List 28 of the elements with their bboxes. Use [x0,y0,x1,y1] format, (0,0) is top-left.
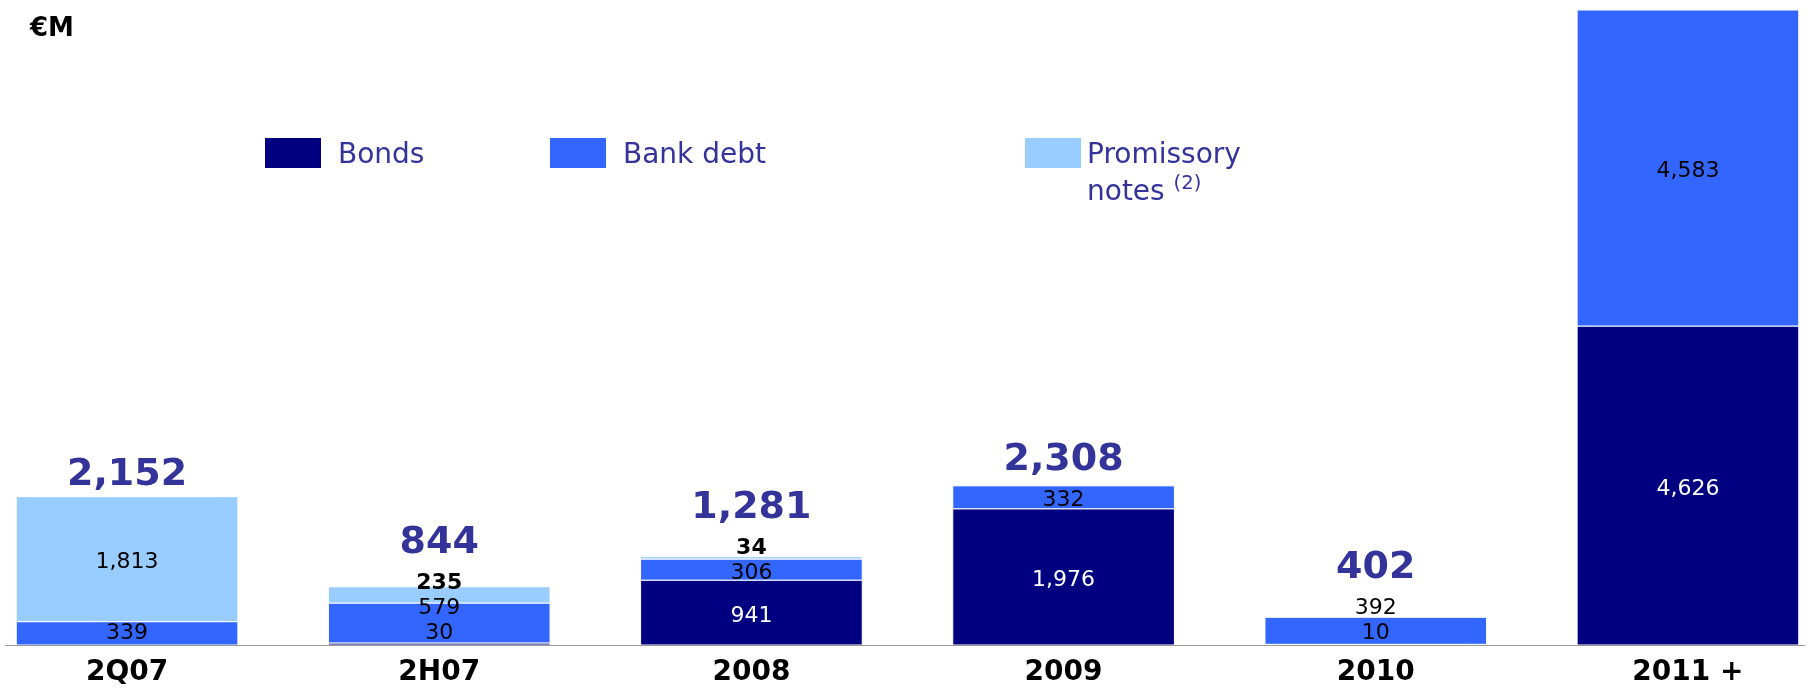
total-label: 1,281 [691,482,812,527]
data-label: 4,583 [1656,157,1720,183]
data-label: 306 [730,558,773,584]
data-label: 10 [1361,619,1390,644]
data-label: 339 [106,619,149,644]
total-label: 2,308 [1003,435,1124,480]
total-label: 2,152 [66,449,188,494]
total-label: 402 [1336,543,1416,587]
data-label: 30 [425,619,454,644]
x-tick-label: 2010 [1336,654,1415,687]
data-label: 1,813 [95,548,159,574]
x-tick-label: 2009 [1024,654,1103,687]
data-label: 392 [1354,594,1397,619]
total-label: 844 [399,518,479,562]
data-label: 332 [1042,486,1085,512]
data-label: 941 [730,601,773,627]
legend-label: Promissory notes $^{(2)}$ [1087,137,1241,207]
x-tick-label: 2008 [712,654,791,687]
legend-label: Bonds [338,137,425,170]
legend-label: Bank debt [623,137,766,170]
y-axis-title: €M [29,12,74,42]
data-label: 4,626 [1656,474,1720,500]
data-label: 235 [416,569,463,594]
x-tick-label: 2Q07 [85,654,169,687]
x-tick-label: 2011 + [1632,654,1744,687]
x-tick-label: 2H07 [398,654,481,687]
data-label: 34 [736,533,767,559]
data-label: 1,976 [1032,565,1096,591]
